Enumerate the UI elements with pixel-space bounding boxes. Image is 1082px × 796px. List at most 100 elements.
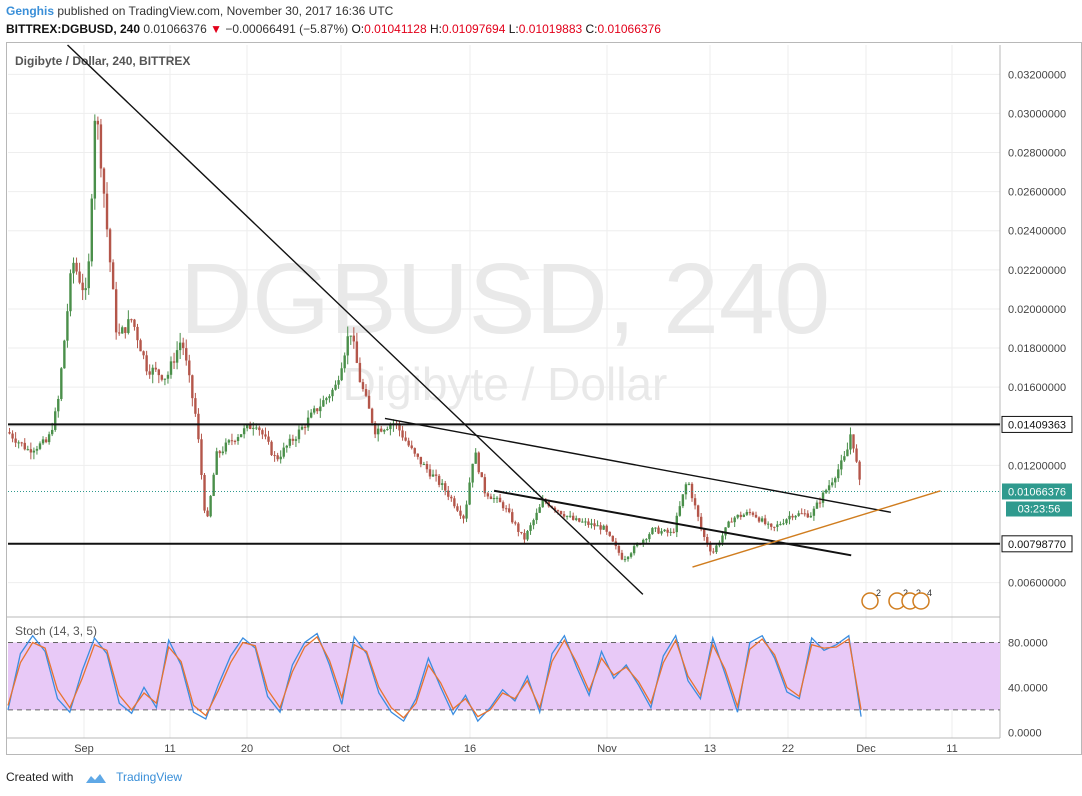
- candle-body: [294, 439, 298, 441]
- candle-body: [739, 514, 742, 517]
- trendline-rising-support[interactable]: [692, 490, 941, 568]
- time-tick-label: 11: [946, 743, 957, 755]
- candle-body: [830, 482, 834, 486]
- candle-body: [349, 335, 352, 337]
- candle-body: [824, 490, 828, 493]
- candle-body: [331, 389, 334, 397]
- candle-body: [297, 429, 301, 440]
- candle-body: [206, 510, 209, 517]
- candle-body: [127, 319, 130, 333]
- candle-body: [102, 168, 106, 194]
- close-label: C:: [585, 22, 598, 36]
- candle-body: [41, 439, 45, 444]
- candle-body: [642, 539, 645, 545]
- level-price-tag-bg: [1001, 535, 1073, 553]
- candle-body: [608, 531, 611, 536]
- trendline-lower-wedge[interactable]: [493, 489, 852, 557]
- candle-body: [444, 483, 447, 491]
- candle-body: [477, 452, 480, 473]
- open-label: O:: [351, 22, 365, 36]
- candle-body: [252, 427, 255, 429]
- candle-body: [157, 369, 161, 376]
- current-price-tag-bg: [1002, 483, 1072, 500]
- candle-body: [699, 516, 703, 530]
- candle-body: [66, 311, 69, 341]
- tradingview-brand[interactable]: TradingView: [116, 770, 183, 784]
- candle-body: [17, 442, 20, 444]
- candle-body: [593, 523, 596, 527]
- candle-body: [60, 368, 63, 399]
- candle-body: [632, 546, 636, 554]
- candle-body: [258, 427, 261, 431]
- candle-body: [343, 355, 346, 369]
- candle-body: [401, 430, 404, 438]
- candle-body: [678, 506, 682, 516]
- watermark-description: Digibyte / Dollar: [343, 358, 668, 410]
- candle-body: [245, 424, 249, 429]
- candle-body: [313, 408, 316, 413]
- candle-body: [57, 398, 60, 412]
- current-price-tag: 0.01066376: [1008, 486, 1066, 498]
- candle-body: [748, 512, 752, 514]
- candle-body: [834, 478, 837, 483]
- candle-body: [121, 327, 124, 334]
- flag-icon[interactable]: [861, 592, 879, 610]
- candle-body: [590, 523, 593, 525]
- time-tick-label: 13: [704, 743, 716, 755]
- candle-body: [84, 288, 87, 291]
- candle-body: [81, 282, 84, 291]
- candle-body: [410, 445, 413, 449]
- candle-body: [328, 396, 331, 399]
- trendline-upper-wedge[interactable]: [384, 417, 892, 513]
- candle-body: [648, 534, 651, 540]
- candle-body: [602, 525, 605, 530]
- candle-body: [556, 510, 560, 512]
- candle-body: [511, 512, 514, 523]
- candle-body: [584, 521, 587, 523]
- price-tick-label: 0.01600000: [1008, 382, 1066, 394]
- candle-body: [779, 524, 782, 526]
- candle-body: [727, 521, 730, 528]
- time-tick-label: Nov: [597, 743, 617, 755]
- time-tick-label: Oct: [332, 743, 349, 755]
- candle-body: [239, 434, 243, 438]
- candle-body: [459, 510, 462, 516]
- candle-body: [730, 521, 733, 523]
- candle-body: [300, 426, 304, 430]
- candle-body: [681, 494, 685, 507]
- candle-body: [428, 469, 432, 477]
- candle-body: [154, 367, 157, 370]
- candle-body: [422, 463, 426, 465]
- candle-body: [160, 375, 164, 380]
- flag-icon[interactable]: [912, 592, 930, 610]
- candle-body: [142, 351, 145, 356]
- candle-body: [474, 452, 477, 464]
- author-name[interactable]: Genghis: [6, 4, 55, 18]
- candle-body: [709, 544, 712, 552]
- open-value: 0.01041128: [364, 22, 427, 36]
- candle-body: [389, 424, 392, 430]
- candle-body: [766, 523, 770, 525]
- candle-body: [191, 375, 194, 399]
- trendline-downtrend[interactable]: [67, 44, 644, 595]
- candle-body: [465, 504, 468, 519]
- footer: Created with TradingView: [6, 770, 182, 784]
- price-tick-label: 0.02600000: [1008, 187, 1066, 199]
- candle-body: [526, 530, 529, 540]
- candle-body: [684, 484, 688, 495]
- candle-body: [794, 515, 797, 518]
- event-count: 2: [876, 588, 881, 598]
- candle-body: [535, 512, 538, 521]
- candle-body: [596, 525, 599, 527]
- candle-body: [431, 474, 435, 477]
- candle-body: [504, 508, 508, 510]
- candle-body: [261, 430, 264, 435]
- stoch-band-fill: [8, 642, 1000, 710]
- candle-body: [852, 434, 855, 449]
- candle-body: [130, 319, 133, 321]
- price-tick-label: 0.02200000: [1008, 265, 1066, 277]
- candle-body: [35, 448, 39, 451]
- time-tick-label: Dec: [856, 743, 876, 755]
- candle-body: [364, 389, 368, 396]
